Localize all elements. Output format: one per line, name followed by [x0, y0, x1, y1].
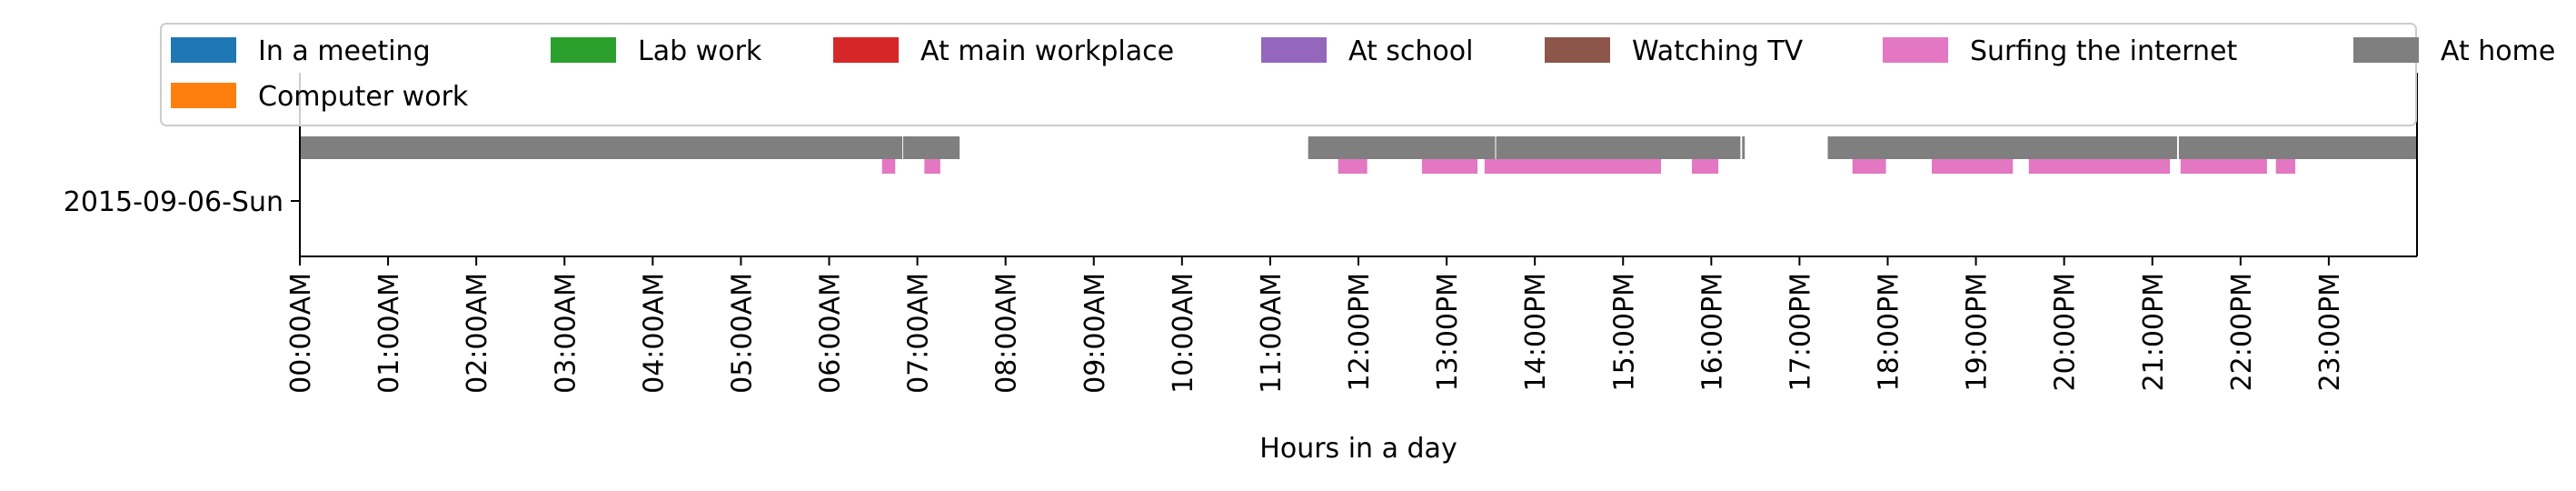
bar-surfing-the-internet	[1484, 159, 1661, 174]
legend: In a meeting Lab work At main workplace At …	[160, 23, 2555, 126]
bar-surfing-the-internet	[2028, 159, 2171, 174]
x-axis-label: Hours in a day	[1259, 433, 1457, 465]
x-tick-label: 18:00PM	[1874, 273, 1905, 391]
legend-swatch	[1545, 37, 1610, 63]
bar-at-home	[1496, 136, 1741, 159]
legend-label: Surfing the internet	[1970, 35, 2237, 67]
bar-surfing-the-internet	[1932, 159, 2014, 174]
x-tick-label: 21:00PM	[2138, 273, 2170, 391]
activity-bars	[300, 136, 2417, 174]
y-axis-ticks: 2015-09-06-Sun	[64, 186, 300, 218]
x-tick-label: 07:00AM	[903, 273, 935, 394]
legend-swatch	[171, 83, 236, 108]
x-tick-label: 08:00AM	[991, 273, 1023, 394]
bar-surfing-the-internet	[1338, 159, 1368, 174]
legend-label: Lab work	[638, 35, 762, 67]
x-tick-label: 13:00PM	[1432, 273, 1464, 391]
legend-swatch	[1261, 37, 1327, 63]
legend-label: At main workplace	[920, 35, 1174, 67]
legend-swatch	[833, 37, 899, 63]
bar-surfing-the-internet	[2275, 159, 2296, 174]
bar-at-home	[2178, 136, 2417, 159]
legend-swatch	[171, 37, 236, 63]
bar-at-home	[300, 136, 903, 159]
bar-at-home	[1308, 136, 1496, 159]
bar-surfing-the-internet	[1692, 159, 1719, 174]
legend-swatch	[1883, 37, 1948, 63]
x-tick-label: 05:00AM	[726, 273, 758, 394]
x-tick-label: 04:00AM	[638, 273, 670, 394]
bar-surfing-the-internet	[2180, 159, 2267, 174]
bar-at-home	[903, 136, 960, 159]
legend-label: In a meeting	[258, 35, 431, 67]
bar-surfing-the-internet	[1421, 159, 1478, 174]
legend-frame	[160, 23, 2417, 126]
x-tick-label: 11:00AM	[1256, 273, 1288, 394]
x-tick-label: 19:00PM	[1962, 273, 1994, 391]
bar-surfing-the-internet	[881, 159, 896, 174]
x-tick-label: 02:00AM	[462, 273, 493, 394]
x-tick-label: 23:00PM	[2314, 273, 2346, 391]
legend-label: Watching TV	[1632, 35, 1804, 67]
legend-swatch	[2353, 37, 2419, 63]
x-tick-label: 12:00PM	[1344, 273, 1376, 391]
x-tick-label: 17:00PM	[1785, 273, 1816, 391]
bar-surfing-the-internet	[1852, 159, 1886, 174]
x-tick-label: 22:00PM	[2226, 273, 2258, 391]
x-tick-label: 20:00PM	[2050, 273, 2082, 391]
bar-surfing-the-internet	[924, 159, 940, 174]
x-tick-label: 15:00PM	[1608, 273, 1640, 391]
bar-at-home	[1827, 136, 2177, 159]
x-tick-label: 01:00AM	[373, 273, 405, 394]
x-tick-label: 03:00AM	[550, 273, 582, 394]
x-tick-label: 16:00PM	[1696, 273, 1728, 391]
x-tick-label: 10:00AM	[1168, 273, 1199, 394]
x-tick-label: 14:00PM	[1520, 273, 1552, 391]
bar-at-home	[1742, 136, 1746, 159]
x-tick-label: 00:00AM	[285, 273, 317, 394]
legend-swatch	[551, 37, 616, 63]
y-tick-label: 2015-09-06-Sun	[64, 186, 283, 218]
x-tick-label: 09:00AM	[1079, 273, 1111, 394]
x-tick-label: 06:00AM	[815, 273, 847, 394]
legend-label: At school	[1348, 35, 1473, 67]
legend-label: At home	[2441, 35, 2555, 67]
x-axis-ticks: 00:00AM 01:00AM 02:00AM 03:00AM 04:00AM 05:00…	[285, 256, 2346, 394]
legend-label: Computer work	[258, 81, 469, 113]
